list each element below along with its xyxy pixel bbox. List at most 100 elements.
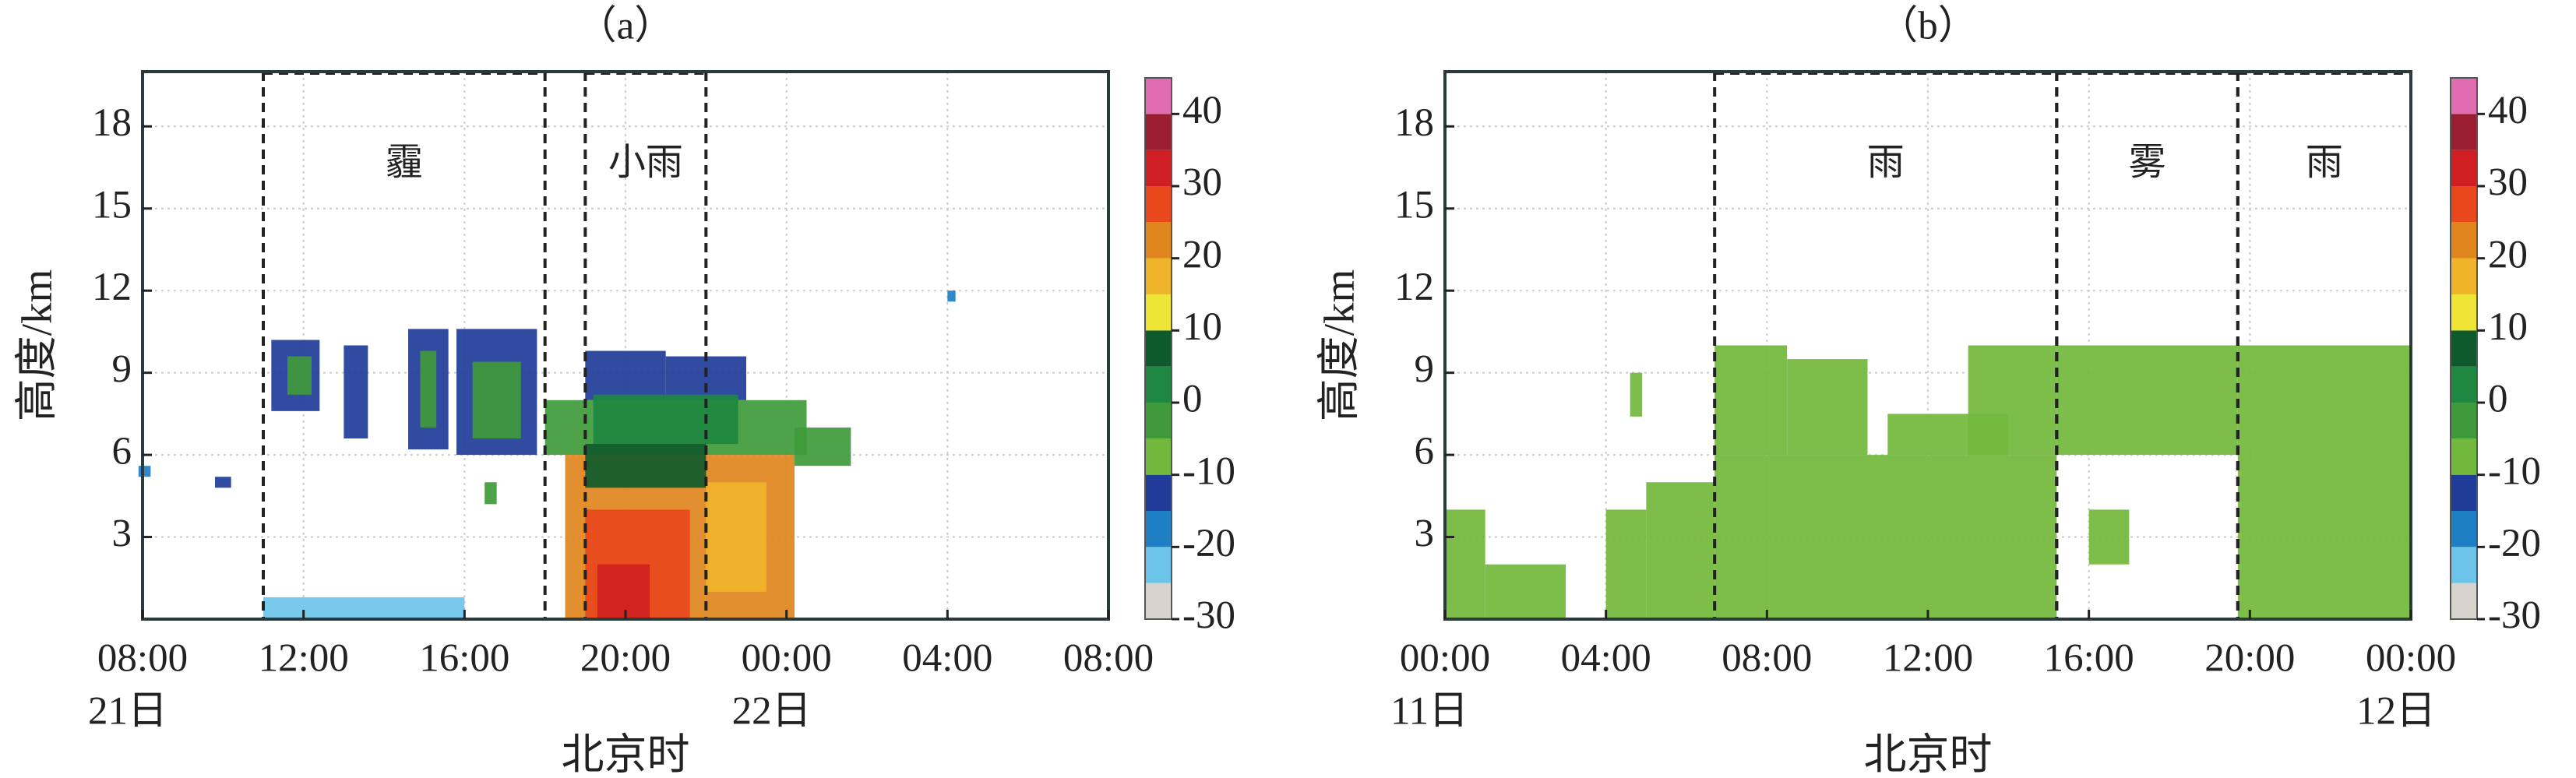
colorbar-tick-label: -20 — [2488, 522, 2541, 565]
colorbar-frame — [1144, 77, 1172, 620]
echo-cell — [1630, 372, 1643, 417]
x-tick-label: 16:00 — [419, 637, 509, 681]
colorbar-bin — [1145, 474, 1172, 511]
y-tick-label: 6 — [112, 430, 132, 473]
event-label: 雾 — [2129, 142, 2166, 183]
echo-cell — [597, 564, 650, 619]
echo-cell — [2056, 345, 2238, 456]
y-axis-label: 高度/km — [13, 269, 61, 422]
echo-cell — [947, 290, 956, 302]
echo-cell — [1485, 564, 1566, 619]
x-tick-label: 04:00 — [1561, 637, 1651, 681]
echo-cell — [2237, 345, 2411, 619]
x-tick-label: 20:00 — [2204, 637, 2295, 681]
y-tick-label: 12 — [1394, 266, 1434, 309]
colorbar-bin — [1145, 511, 1172, 547]
echo-cell — [795, 427, 851, 466]
colorbar-bin — [1145, 403, 1172, 439]
x-tick-label: 08:00 — [1721, 637, 1812, 681]
event-label: 霾 — [386, 142, 423, 183]
echo-cell — [1646, 482, 1715, 619]
colorbar-tick-label: 30 — [1182, 161, 1222, 205]
colorbar-tick-label: -10 — [2488, 449, 2541, 493]
echo-cell — [138, 466, 151, 477]
colorbar-tick-label: -30 — [1182, 594, 1235, 638]
echo-cell — [585, 444, 707, 488]
colorbar-bin — [2451, 78, 2477, 114]
colorbar-bin — [1145, 294, 1172, 331]
echo-cell — [263, 597, 465, 619]
colorbar-bin — [1145, 78, 1172, 114]
colorbar-bin — [2451, 294, 2477, 331]
y-tick-label: 12 — [92, 266, 132, 309]
colorbar-bin — [2451, 330, 2477, 367]
colorbar-bin — [2451, 547, 2477, 583]
colorbar-tick-label: 20 — [2488, 233, 2528, 276]
echo-cell — [706, 482, 766, 592]
y-tick-label: 9 — [1415, 347, 1435, 391]
date-label: 21日 — [88, 690, 167, 734]
colorbar-tick-label: 0 — [1182, 378, 1203, 421]
colorbar-bin — [2451, 114, 2477, 150]
x-tick-label: 12:00 — [1883, 637, 1973, 681]
echo-cell — [287, 356, 312, 395]
date-label: 12日 — [2356, 690, 2436, 734]
colorbar-bin — [2451, 186, 2477, 223]
echo-cell — [1605, 509, 1647, 619]
colorbar-tick-label: 30 — [2488, 161, 2528, 205]
y-tick-label: 18 — [92, 101, 132, 145]
colorbar-tick-label: -20 — [1182, 522, 1235, 565]
x-axis-label: 北京时 — [561, 731, 689, 778]
echo-cell — [1714, 455, 2057, 619]
date-label: 11日 — [1390, 690, 1468, 734]
echo-cell — [215, 477, 231, 488]
colorbar-bin — [1145, 114, 1172, 150]
date-label: 22日 — [732, 690, 812, 734]
colorbar-bin — [1145, 150, 1172, 186]
y-tick-label: 15 — [92, 183, 132, 227]
colorbar-tick-label: 40 — [1182, 89, 1222, 132]
colorbar-bin — [2451, 583, 2477, 619]
colorbar-bin — [2451, 150, 2477, 186]
colorbar-bin — [2451, 511, 2477, 547]
echo-cell — [420, 350, 437, 428]
colorbar-bin — [2451, 366, 2477, 403]
event-label: 雨 — [2306, 142, 2343, 183]
colorbar-tick-label: 10 — [2488, 305, 2528, 349]
echo-cell — [1968, 345, 2057, 456]
event-label: 雨 — [1867, 142, 1905, 183]
y-tick-label: 15 — [1394, 183, 1434, 227]
echo-cell — [472, 361, 521, 439]
x-tick-label: 00:00 — [742, 637, 832, 681]
colorbar-tick-label: 0 — [2488, 378, 2508, 421]
y-tick-label: 6 — [1415, 430, 1435, 473]
colorbar-bin — [1145, 547, 1172, 583]
echo-cell — [1787, 359, 1868, 456]
colorbar-bin — [1145, 330, 1172, 367]
colorbar-bin — [2451, 258, 2477, 294]
echo-cell — [593, 394, 738, 445]
y-tick-label: 3 — [112, 512, 132, 555]
x-tick-label: 12:00 — [259, 637, 349, 681]
colorbar-tick-label: 10 — [1182, 305, 1222, 349]
echo-cell — [665, 356, 746, 400]
y-tick-label: 9 — [112, 347, 132, 391]
x-tick-label: 08:00 — [1063, 637, 1154, 681]
x-tick-label: 00:00 — [1400, 637, 1490, 681]
y-tick-label: 3 — [1415, 512, 1435, 555]
echo-cell — [585, 350, 666, 400]
colorbar-tick-label: 20 — [1182, 233, 1222, 276]
x-tick-label: 20:00 — [580, 637, 671, 681]
echo-cell — [485, 482, 497, 505]
chart-title: （a） — [577, 5, 675, 48]
colorbar-bin — [2451, 474, 2477, 511]
echo-cell — [344, 345, 368, 439]
y-tick-label: 18 — [1394, 101, 1434, 145]
colorbar-bin — [2451, 222, 2477, 259]
x-axis-label: 北京时 — [1863, 731, 1992, 778]
colorbar-bin — [1145, 438, 1172, 475]
x-tick-label: 00:00 — [2366, 637, 2456, 681]
chart-title: （b） — [1878, 5, 1978, 48]
echo-cell — [2088, 509, 2130, 565]
